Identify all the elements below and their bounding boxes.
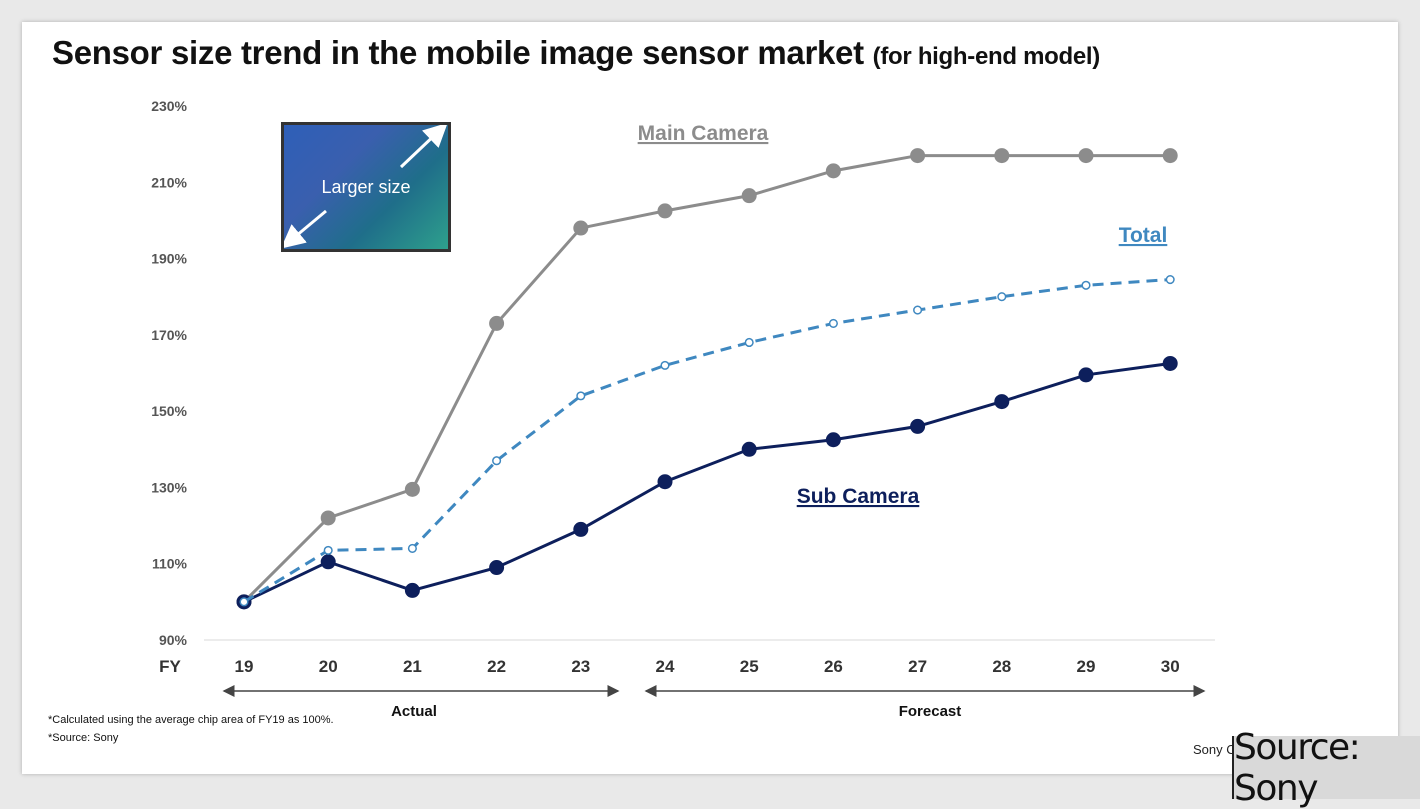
data-point [239, 597, 249, 607]
data-point [573, 521, 589, 537]
data-point [1078, 148, 1094, 164]
data-point [489, 315, 505, 331]
data-point [1081, 280, 1091, 290]
series-line-sub-camera [243, 361, 1171, 604]
y-tick-label: 130% [151, 479, 187, 495]
data-point [913, 305, 923, 315]
x-tick-label: 27 [908, 657, 927, 676]
data-point [994, 394, 1010, 410]
y-tick-label: 230% [151, 98, 187, 114]
footnote-source: *Source: Sony [48, 732, 119, 744]
sensor-size-label: Larger size [321, 177, 411, 197]
x-tick-label: 20 [319, 657, 338, 676]
corner-text: Sony C [1193, 742, 1236, 757]
x-tick-label: 29 [1077, 657, 1096, 676]
data-point [573, 220, 589, 236]
y-tick-label: 210% [151, 174, 187, 190]
slide [22, 22, 1398, 774]
x-tick-label: 21 [403, 657, 422, 676]
data-point [741, 441, 757, 457]
series-label-main-camera: Main Camera [638, 122, 769, 145]
data-point [825, 432, 841, 448]
chart-title: Sensor size trend in the mobile image se… [52, 34, 1100, 72]
chart-title-main: Sensor size trend in the mobile image se… [52, 34, 864, 71]
data-point [741, 188, 757, 204]
y-tick-label: 90% [159, 632, 188, 648]
data-point [1162, 148, 1178, 164]
y-tick-label: 190% [151, 251, 187, 267]
data-point [657, 474, 673, 490]
chart-subtitle: (for high-end model) [872, 43, 1101, 70]
data-point [323, 545, 333, 555]
data-point [828, 318, 838, 328]
series-line-main-camera [242, 154, 1171, 603]
x-tick-label: 25 [740, 657, 759, 676]
data-point [997, 292, 1007, 302]
x-tick-label: 22 [487, 657, 506, 676]
x-tick-label: 19 [235, 657, 254, 676]
sensor-size-illustration: Larger size [281, 122, 451, 252]
data-point [320, 510, 336, 526]
data-point [994, 148, 1010, 164]
series-label-sub-camera: Sub Camera [797, 485, 920, 508]
y-tick-label: 150% [151, 403, 187, 419]
diagonal-arrows-icon [284, 125, 448, 249]
x-tick-label: 23 [571, 657, 590, 676]
x-tick-label: 28 [992, 657, 1011, 676]
data-point [1162, 355, 1178, 371]
data-point [1165, 275, 1175, 285]
data-point [489, 560, 505, 576]
data-point [1078, 367, 1094, 383]
x-tick-label: 30 [1161, 657, 1180, 676]
x-tick-label: 24 [656, 657, 675, 676]
data-point [825, 163, 841, 179]
source-badge: Source: Sony [1232, 727, 1420, 809]
data-point [320, 554, 336, 570]
series-label-total: Total [1119, 224, 1168, 247]
y-tick-label: 110% [152, 556, 188, 572]
series-line-total [243, 278, 1171, 604]
x-axis-title: FY [159, 657, 181, 676]
period-label-actual: Actual [391, 703, 437, 720]
data-point [910, 148, 926, 164]
data-point [407, 543, 417, 554]
footnote-calculation: *Calculated using the average chip area … [48, 714, 334, 726]
data-point [744, 337, 754, 348]
period-label-forecast: Forecast [899, 703, 962, 720]
data-point [576, 391, 586, 401]
data-point [492, 456, 502, 466]
data-point [910, 418, 926, 434]
data-point [404, 582, 420, 598]
data-point [660, 360, 670, 370]
y-tick-label: 170% [151, 327, 187, 343]
data-point [404, 481, 420, 497]
data-point [657, 203, 673, 219]
x-tick-label: 26 [824, 657, 843, 676]
